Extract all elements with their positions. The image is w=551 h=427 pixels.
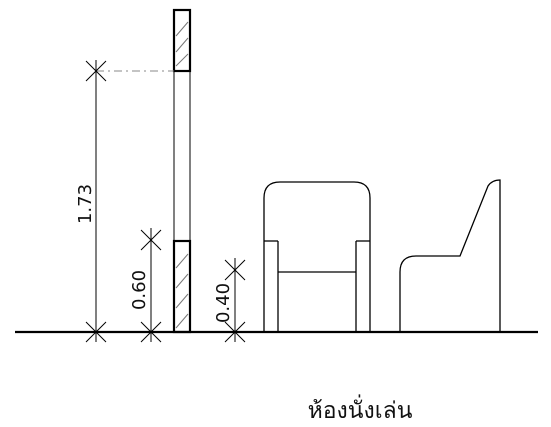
dimension-1-73: 1.73 xyxy=(75,60,107,343)
wall-element xyxy=(172,8,192,334)
upper-wall-block xyxy=(172,8,192,73)
glass-panel xyxy=(173,70,191,242)
dimension-0-40: 0.40 xyxy=(213,258,246,343)
chair-side-view xyxy=(399,179,501,332)
dimension-label-1-73: 1.73 xyxy=(75,184,96,224)
dimension-0-60: 0.60 xyxy=(129,228,162,343)
dimension-label-0-40: 0.40 xyxy=(213,283,234,323)
dimension-label-0-60: 0.60 xyxy=(129,270,150,310)
room-caption: ห้องนั่งเล่น xyxy=(308,394,413,424)
lower-wall-block xyxy=(172,239,192,334)
chair-front-view xyxy=(263,181,371,332)
